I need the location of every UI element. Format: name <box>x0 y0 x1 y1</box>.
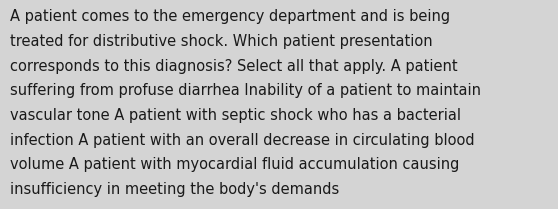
Text: suffering from profuse diarrhea Inability of a patient to maintain: suffering from profuse diarrhea Inabilit… <box>10 83 481 98</box>
Text: infection A patient with an overall decrease in circulating blood: infection A patient with an overall decr… <box>10 133 475 148</box>
Text: vascular tone A patient with septic shock who has a bacterial: vascular tone A patient with septic shoc… <box>10 108 461 123</box>
Text: insufficiency in meeting the body's demands: insufficiency in meeting the body's dema… <box>10 182 339 197</box>
Text: treated for distributive shock. Which patient presentation: treated for distributive shock. Which pa… <box>10 34 432 49</box>
Text: volume A patient with myocardial fluid accumulation causing: volume A patient with myocardial fluid a… <box>10 157 459 172</box>
Text: corresponds to this diagnosis? Select all that apply. A patient: corresponds to this diagnosis? Select al… <box>10 59 458 74</box>
Text: A patient comes to the emergency department and is being: A patient comes to the emergency departm… <box>10 9 450 24</box>
